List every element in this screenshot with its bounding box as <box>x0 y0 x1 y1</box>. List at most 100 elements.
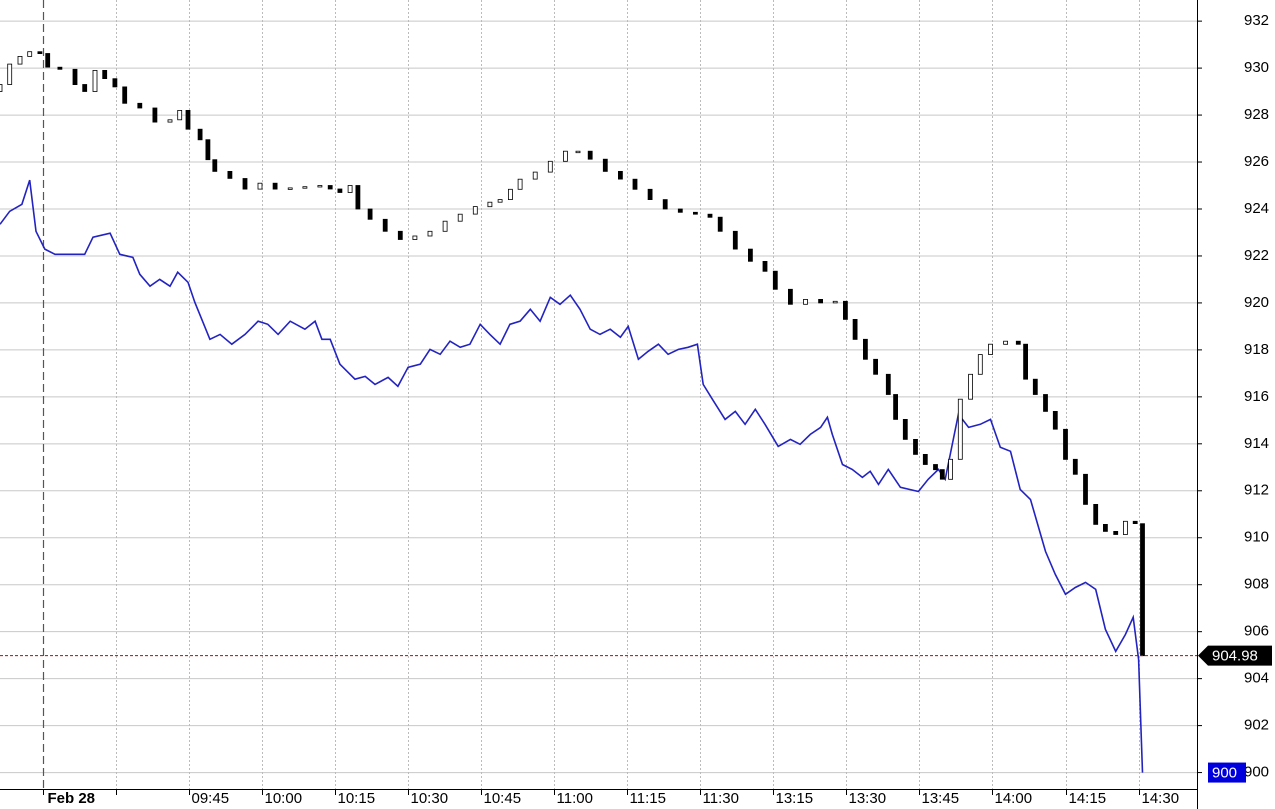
y-tick-label: 916 <box>1244 388 1269 405</box>
candle-body <box>873 358 878 375</box>
candle-body <box>487 201 493 208</box>
candle-body <box>693 211 698 215</box>
candle-body <box>1103 524 1108 532</box>
price-line <box>0 179 1144 773</box>
y-tick-label: 918 <box>1244 341 1269 358</box>
y-tick-label: 922 <box>1244 247 1269 264</box>
candle-body <box>707 213 713 218</box>
candle-body <box>0 84 3 92</box>
y-tick-label: 926 <box>1244 153 1269 170</box>
candle-body <box>367 208 373 220</box>
candle-body <box>347 185 353 193</box>
last-price-label: 904.98 <box>1212 648 1258 665</box>
candle-body <box>427 230 433 237</box>
candle-body <box>632 178 638 190</box>
y-tick-label: 908 <box>1244 576 1269 593</box>
candle-body <box>662 199 668 210</box>
candle-body <box>832 300 838 304</box>
candle-body <box>382 218 388 232</box>
x-tick-label: 14:00 <box>995 790 1033 807</box>
candle-body <box>112 78 118 88</box>
candle-body <box>968 373 973 400</box>
candle-body <box>732 230 738 250</box>
candle-body <box>547 160 553 173</box>
candle-body <box>212 159 218 172</box>
candle-body <box>1113 531 1119 535</box>
x-tick-label: 13:30 <box>849 790 887 807</box>
x-tick-label: 14:30 <box>1142 790 1180 807</box>
candle-body <box>82 84 88 92</box>
candle-body <box>885 373 891 395</box>
x-tick-label: 14:15 <box>1069 790 1107 807</box>
line-value-tag <box>1208 762 1246 783</box>
candle-body <box>922 453 928 465</box>
candle-body <box>185 110 191 130</box>
candle-body <box>302 186 308 189</box>
x-tick-label: 13:15 <box>776 790 814 807</box>
candle-body <box>1083 473 1088 505</box>
candle-body <box>1123 520 1128 535</box>
candle-body <box>72 68 78 86</box>
y-tick-label: 906 <box>1244 623 1269 640</box>
x-tick-label: 10:15 <box>338 790 376 807</box>
candle-body <box>27 51 33 57</box>
x-tick-label: 13:45 <box>922 790 960 807</box>
y-tick-label: 900 <box>1244 764 1269 781</box>
candle-body <box>717 216 723 232</box>
candle-body <box>327 185 333 190</box>
candle-body <box>472 206 478 215</box>
candle-body <box>762 260 768 272</box>
candle-body <box>913 438 918 455</box>
candle-body <box>1132 520 1138 524</box>
candle-body <box>618 170 623 180</box>
y-tick-label: 912 <box>1244 482 1269 499</box>
candle-body <box>122 86 128 104</box>
candle-body <box>948 458 953 480</box>
candle-body <box>1072 458 1078 475</box>
candle-body <box>442 220 448 232</box>
line-value-label: 900 <box>1212 765 1237 782</box>
candle-body <box>45 53 51 68</box>
y-tick-label: 924 <box>1244 200 1269 217</box>
candle-body <box>933 464 938 471</box>
candle-body <box>988 343 993 355</box>
candle-body <box>167 119 173 123</box>
candle-body <box>647 188 653 201</box>
candle-body <box>517 178 523 190</box>
candle-body <box>412 235 418 240</box>
candle-body <box>257 182 263 190</box>
candle-body <box>92 70 98 92</box>
candle-body <box>587 150 593 160</box>
candle-body <box>532 171 538 180</box>
x-tick-label: 10:00 <box>265 790 303 807</box>
candle-body <box>397 230 403 240</box>
candle-body <box>317 185 323 188</box>
candle-body <box>575 150 581 154</box>
candle-body <box>843 300 848 320</box>
candle-body <box>1093 503 1099 525</box>
candle-body <box>205 139 211 161</box>
candle-body <box>772 270 778 290</box>
candle-body <box>1052 410 1058 430</box>
x-tick-label: 11:00 <box>557 790 593 807</box>
y-tick-label: 902 <box>1244 717 1269 734</box>
candle-body <box>788 288 793 305</box>
candle-body <box>902 418 908 440</box>
candle-body <box>563 150 568 162</box>
candle-body <box>337 188 343 193</box>
candle-body <box>355 185 361 210</box>
candle-body <box>227 170 233 179</box>
candle-body <box>507 188 513 201</box>
x-tick-label: 09:45 <box>192 790 230 807</box>
candle-body <box>242 178 248 190</box>
candle-body <box>863 338 868 360</box>
y-tick-label: 910 <box>1244 529 1269 546</box>
candle-body <box>1003 340 1008 345</box>
candle-body <box>1015 340 1021 345</box>
x-tick-label: 10:45 <box>484 790 522 807</box>
candle-body <box>1043 394 1048 412</box>
candle-body <box>977 354 983 375</box>
candle-body <box>677 208 683 213</box>
